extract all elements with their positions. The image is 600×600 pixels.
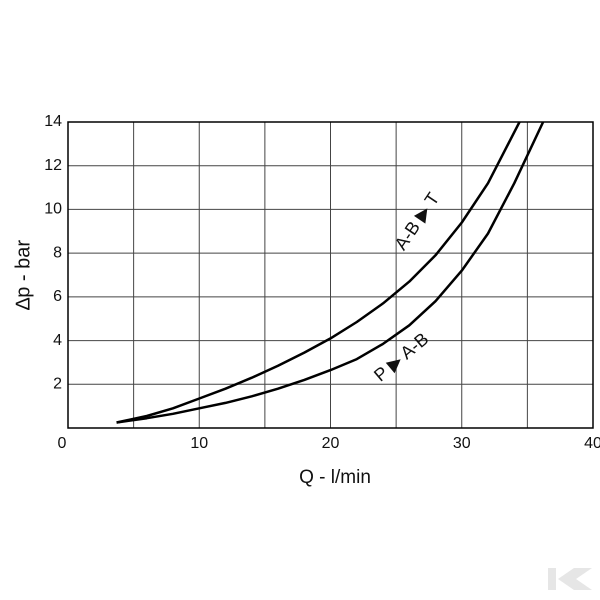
curve-label: A-B ▶ T bbox=[391, 189, 444, 254]
y-tick-label: 10 bbox=[44, 201, 62, 218]
y-axis-label: ∆p - bar bbox=[12, 240, 34, 310]
y-tick-label: 8 bbox=[53, 244, 62, 261]
curve-label: P ▶ A-B bbox=[370, 329, 432, 386]
curve bbox=[116, 121, 521, 424]
y-tick-label: 2 bbox=[53, 376, 62, 393]
y-tick-label: 12 bbox=[44, 157, 62, 174]
logo bbox=[548, 568, 592, 590]
plot-frame bbox=[67, 121, 594, 429]
curve bbox=[116, 121, 545, 424]
x-tick-label: 30 bbox=[453, 435, 471, 452]
y-tick-label: 6 bbox=[53, 288, 62, 305]
y-tick-label: 4 bbox=[53, 332, 62, 349]
y-tick-label: 14 bbox=[44, 113, 62, 130]
x-tick-label: 10 bbox=[190, 435, 208, 452]
x-tick-label: 40 bbox=[584, 435, 600, 452]
x-tick-label: 20 bbox=[322, 435, 340, 452]
x-tick-label: 0 bbox=[58, 435, 67, 452]
x-axis-label: Q - l/min bbox=[299, 467, 371, 488]
